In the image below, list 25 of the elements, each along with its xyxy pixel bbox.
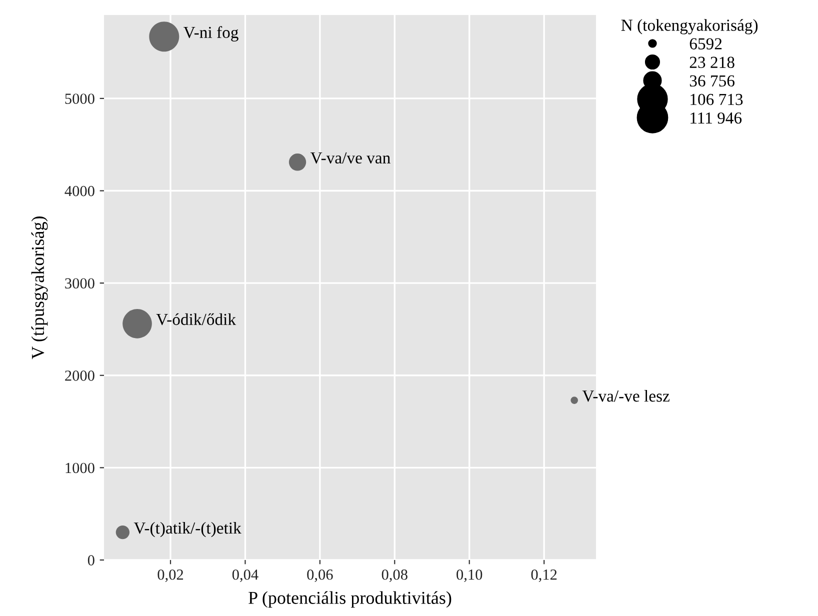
- x-tick-label: 0,02: [158, 569, 184, 582]
- legend-label: 106 713: [690, 94, 743, 106]
- annotation: V-ódik/ődik: [156, 313, 236, 326]
- y-tick-label: 5000: [65, 94, 94, 104]
- legend-label: 6592: [690, 38, 722, 50]
- y-tick-label: 3000: [65, 278, 94, 289]
- annotation: V-(t)atik/-(t)etik: [134, 522, 242, 538]
- x-axis-title: P (potenciális produktivitás): [248, 591, 452, 608]
- y-tick-label: 2000: [65, 370, 94, 381]
- legend-label: 23 218: [690, 56, 734, 68]
- legend-label: 36 756: [690, 75, 734, 87]
- x-tick-label: 0,04: [232, 569, 258, 582]
- annotation: V-ni fog: [184, 26, 238, 42]
- annotation: V-va/ve van: [310, 152, 390, 164]
- x-tick-label: 0,06: [307, 569, 333, 582]
- x-tick-label: 0,12: [531, 569, 557, 582]
- y-axis-title: V (típusgyakoriság): [31, 216, 48, 360]
- x-tick-label: 0,10: [456, 569, 482, 582]
- y-tick-label: 4000: [64, 186, 94, 196]
- legend-label: 111 946: [690, 112, 742, 124]
- y-tick-label: 1000: [66, 462, 94, 474]
- y-tick-label: 0: [88, 555, 94, 566]
- annotation: V-va/-ve lesz: [582, 390, 670, 402]
- x-tick-label: 0,08: [382, 569, 408, 582]
- legend-title: N (tokengyakoriság): [621, 19, 758, 34]
